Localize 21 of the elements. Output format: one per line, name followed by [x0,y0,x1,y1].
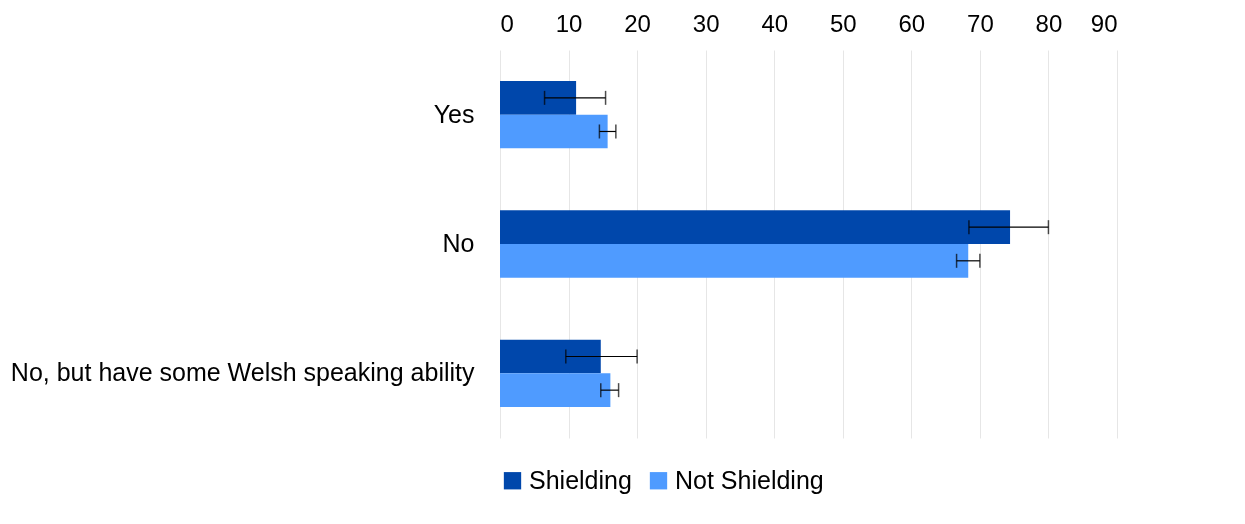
x-tick-label: 40 [761,9,789,37]
y-tick-label: No [442,229,475,257]
bar [500,210,1011,244]
legend-label: Shielding [529,465,632,494]
bar [500,81,577,115]
bar [500,244,969,278]
y-tick-label: No, but have some Welsh speaking ability [10,358,475,387]
x-tick-label: 60 [898,9,926,37]
x-tick-label: 30 [692,9,720,37]
x-tick-label: 0 [500,9,514,37]
bar [500,339,601,374]
x-tick-label: 70 [967,9,994,37]
x-tick-label: 20 [624,9,651,37]
bar [500,114,608,149]
bar [500,373,611,407]
x-tick-label: 80 [1035,9,1063,37]
x-tick-label: 50 [829,9,857,37]
y-tick-label: Yes [433,99,475,128]
x-tick-label: 10 [555,9,583,37]
legend-label: Not Shielding [675,465,824,494]
x-tick-label: 90 [1090,9,1118,37]
